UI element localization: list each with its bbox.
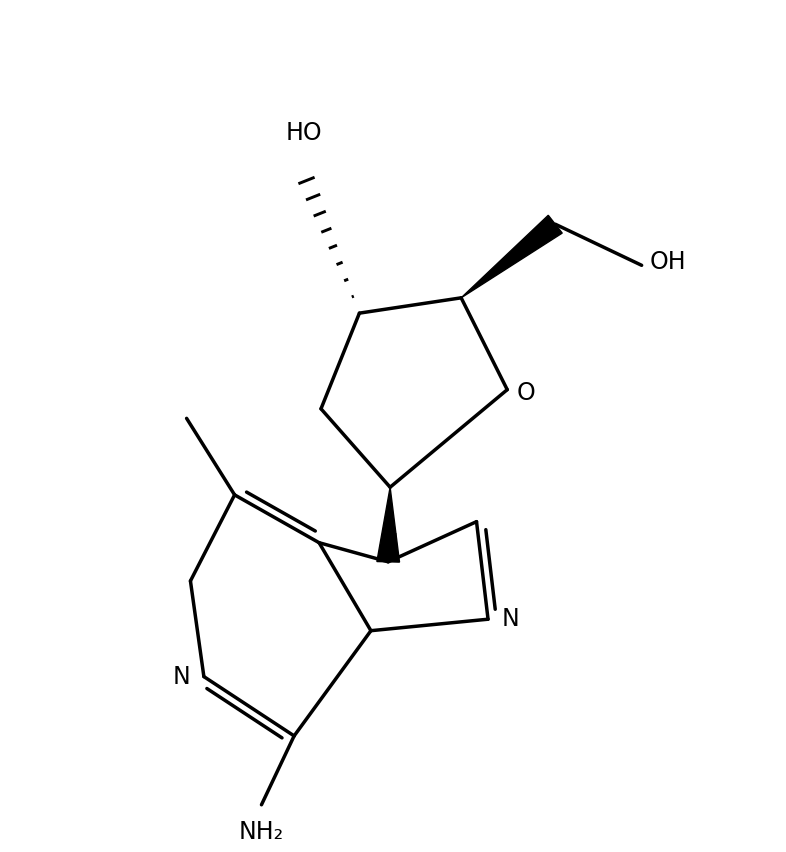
- Text: N: N: [173, 665, 190, 688]
- Text: N: N: [501, 607, 520, 631]
- Polygon shape: [376, 487, 399, 562]
- Text: NH₂: NH₂: [239, 820, 284, 843]
- Text: O: O: [516, 382, 535, 406]
- Text: N: N: [381, 532, 399, 556]
- Text: HO: HO: [285, 121, 322, 145]
- Text: OH: OH: [649, 250, 686, 273]
- Polygon shape: [461, 216, 562, 298]
